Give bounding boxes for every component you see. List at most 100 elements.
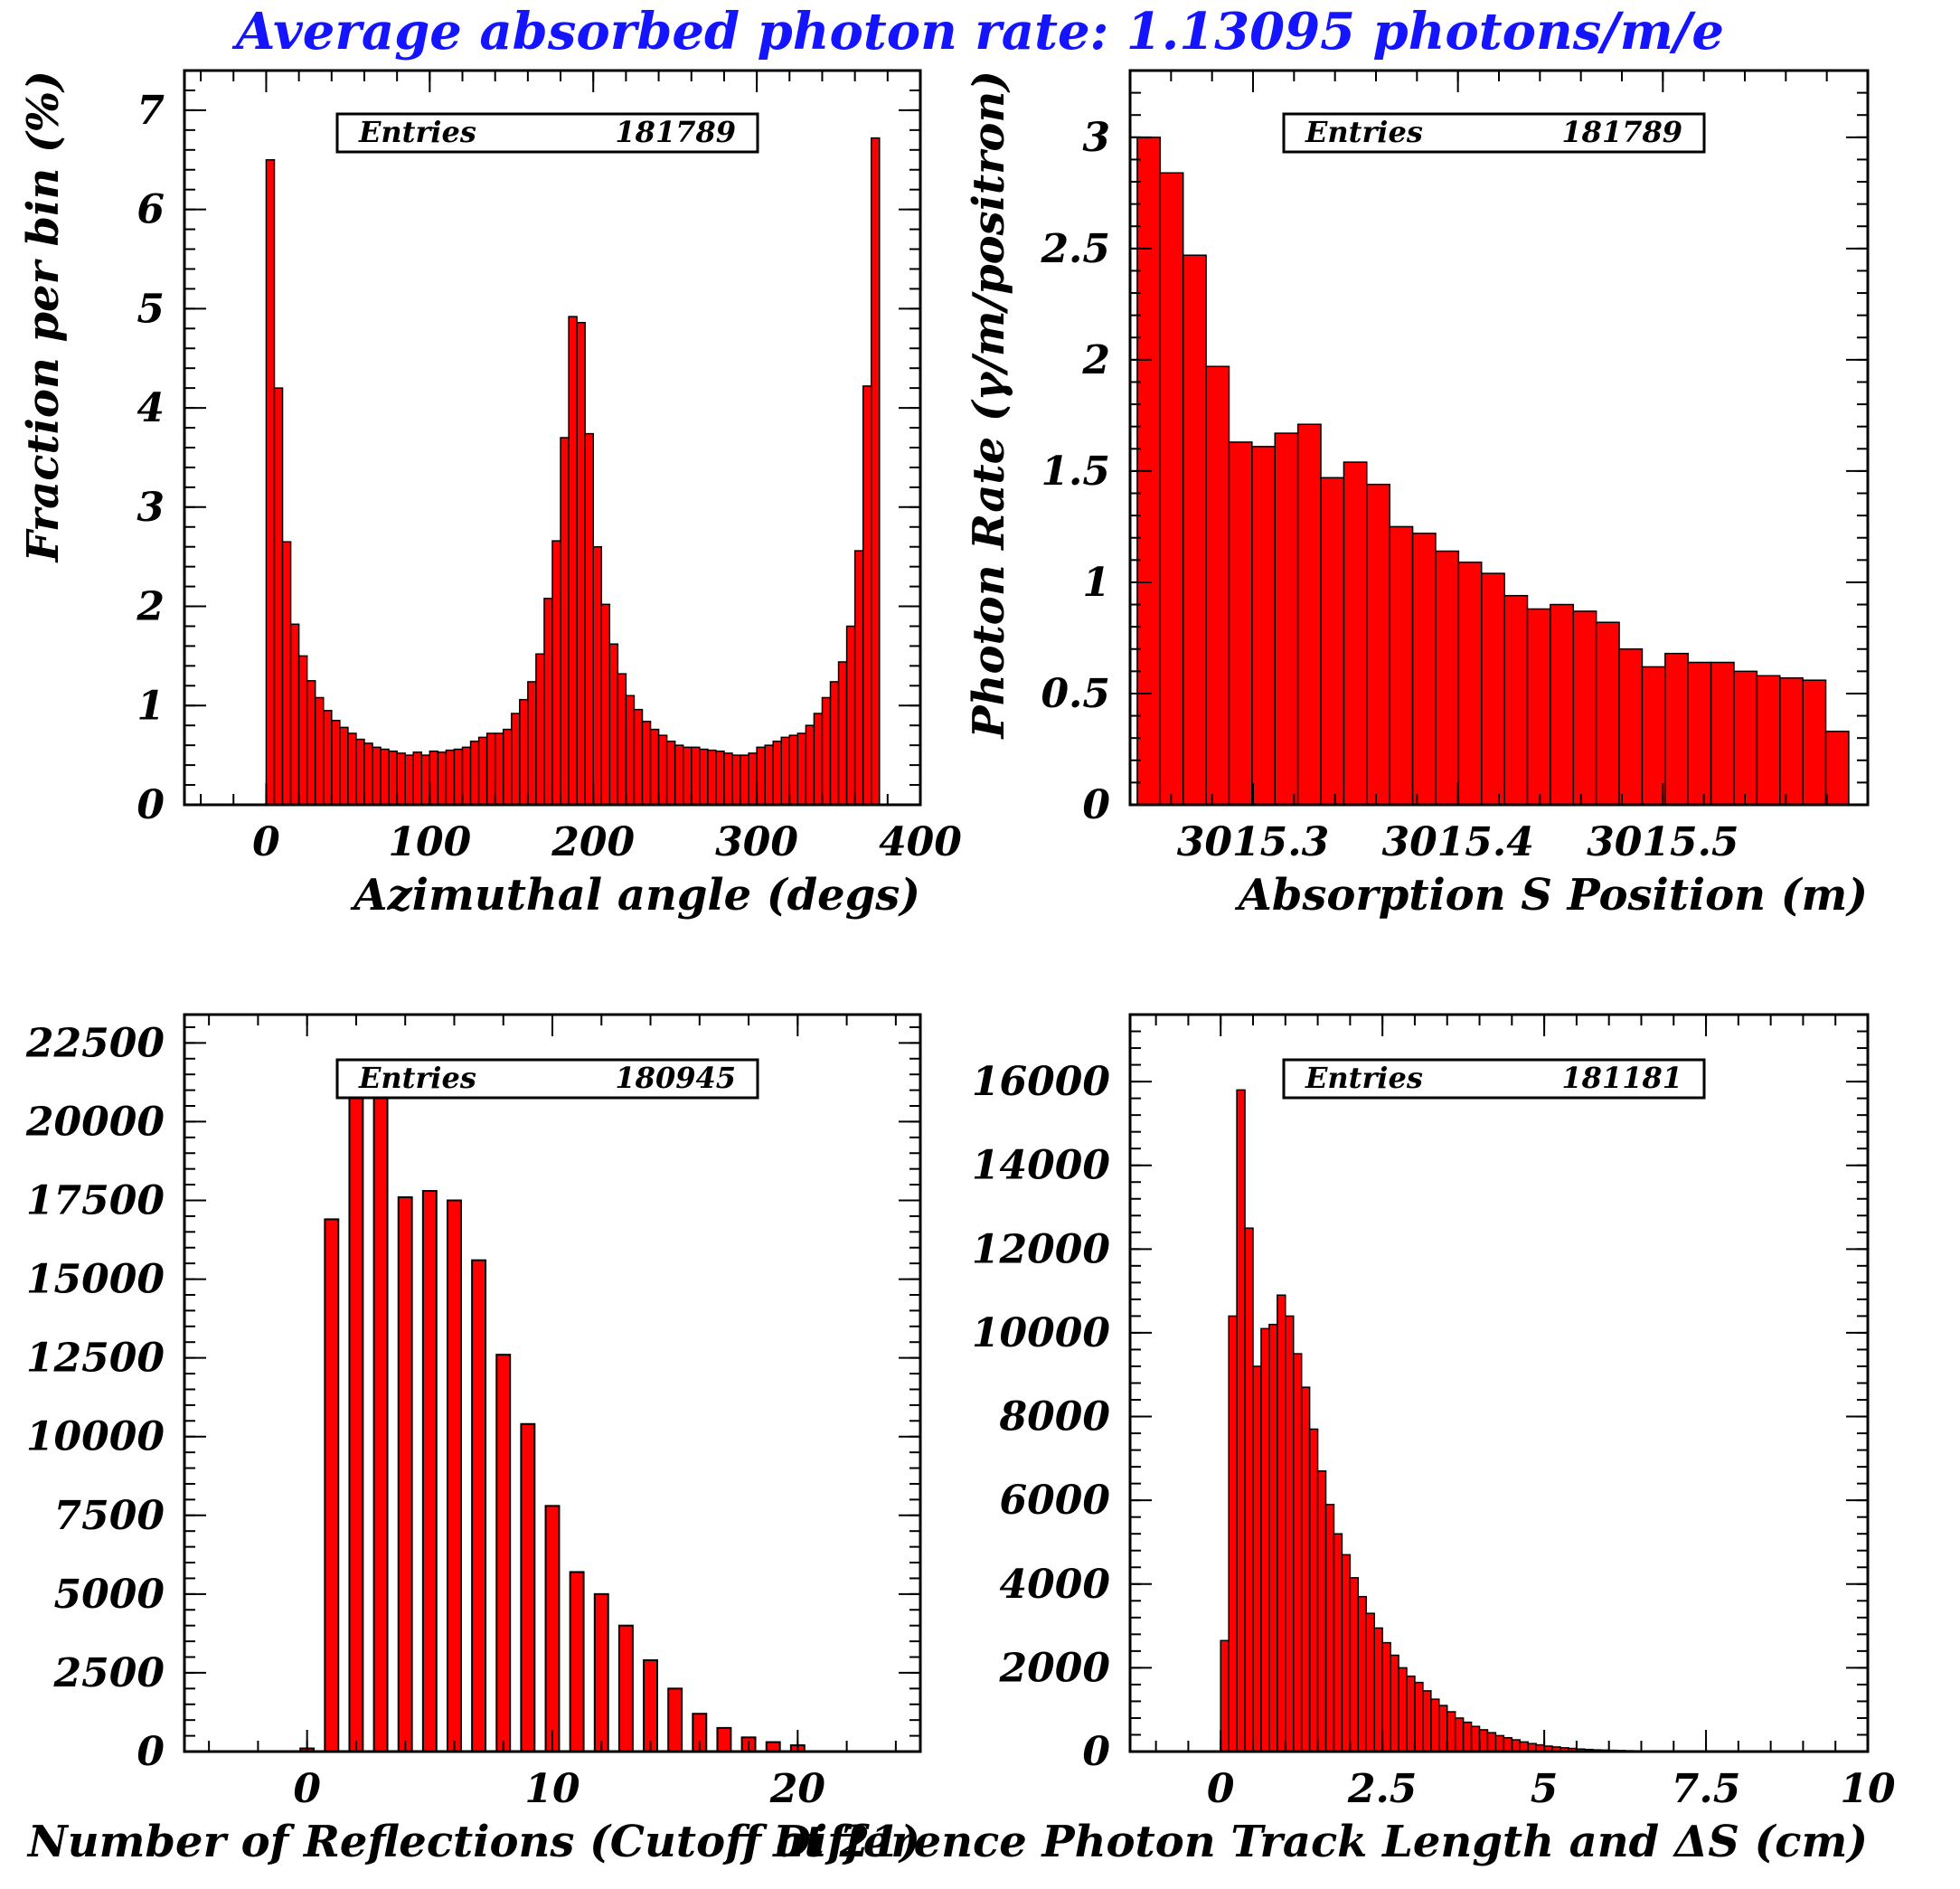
y-tick-label: 0	[1082, 782, 1110, 828]
histogram-bar	[356, 740, 364, 805]
histogram-bar	[399, 1197, 412, 1752]
figure-title: Average absorbed photon rate: 1.13095 ph…	[0, 2, 1960, 61]
histogram-bar	[1399, 1667, 1407, 1752]
histogram-bar	[512, 713, 520, 805]
histogram-bar	[1480, 1730, 1488, 1752]
histogram-bar	[536, 654, 544, 805]
y-tick-label: 2.5	[1040, 226, 1110, 272]
histogram-bar	[1642, 666, 1664, 805]
histogram-bar	[504, 730, 512, 805]
y-tick-label: 12000	[972, 1226, 1110, 1272]
histogram-bar	[463, 747, 471, 805]
stats-entries-label: Entries	[1305, 115, 1423, 149]
histogram-bar	[569, 316, 577, 805]
histogram-bar	[659, 735, 667, 805]
x-tick-label: 10	[524, 1766, 580, 1812]
y-tick-label: 2	[136, 584, 165, 630]
histogram-bar	[438, 752, 446, 805]
x-tick-label: 0	[293, 1766, 321, 1812]
histogram-bar	[642, 722, 650, 805]
histogram-bar	[700, 750, 708, 805]
histogram-bar	[544, 599, 552, 805]
histogram-bar	[595, 1594, 608, 1752]
histogram-bar	[1183, 255, 1206, 805]
histogram-bar	[855, 551, 863, 805]
histogram-bar	[668, 1688, 682, 1752]
histogram-bar	[724, 753, 732, 805]
histogram-bar	[667, 741, 675, 805]
histogram-bar	[446, 751, 454, 805]
stats-entries-value: 180945	[615, 1061, 736, 1095]
stats-entries-value: 181789	[615, 115, 736, 149]
histogram-bar	[839, 662, 847, 805]
histogram-bar	[561, 438, 569, 805]
histogram-bar	[1269, 1325, 1277, 1752]
y-tick-label: 1	[1082, 560, 1110, 606]
histogram-bar	[423, 1191, 437, 1752]
y-tick-label: 6000	[1000, 1478, 1111, 1524]
histogram-bar	[316, 697, 324, 805]
histogram-bars	[266, 138, 879, 805]
histogram-bar	[609, 644, 617, 805]
histogram-bar	[471, 741, 479, 805]
histogram-bar	[1456, 1718, 1464, 1752]
histogram-bar	[479, 737, 487, 805]
histogram-bar	[593, 547, 601, 805]
y-tick-label: 15000	[26, 1257, 165, 1303]
histogram-bar	[1342, 1554, 1350, 1752]
y-tick-label: 12500	[26, 1336, 165, 1382]
histogram-bar	[1431, 1699, 1439, 1752]
histogram-bar	[381, 750, 389, 805]
y-tick-label: 14000	[972, 1143, 1110, 1189]
stats-entries-label: Entries	[358, 1061, 476, 1095]
histogram-bar	[634, 710, 642, 805]
y-tick-label: 7500	[54, 1493, 165, 1539]
histogram-bars	[300, 1087, 805, 1752]
histogram-bar	[1520, 1742, 1528, 1752]
histogram-bar	[324, 711, 332, 805]
histogram-bar	[831, 682, 839, 805]
x-tick-label: 2.5	[1347, 1766, 1418, 1812]
x-tick-label: 20	[769, 1766, 826, 1812]
y-tick-label: 2500	[53, 1650, 165, 1696]
histogram-bar	[749, 753, 757, 805]
histogram-bar	[1206, 366, 1229, 805]
y-tick-label: 22500	[25, 1020, 165, 1066]
histogram-bar	[692, 747, 700, 805]
y-tick-label: 2000	[999, 1645, 1111, 1691]
x-axis-label: Azimuthal angle (degs)	[350, 870, 920, 921]
y-tick-label: 1	[137, 683, 165, 729]
histogram-bar	[732, 755, 740, 805]
histogram-bar	[1826, 732, 1849, 805]
histogram-bar	[1780, 678, 1803, 805]
histogram-bar	[789, 735, 797, 805]
histogram-bar	[454, 750, 462, 805]
y-tick-label: 7	[137, 88, 165, 134]
histogram-bar	[521, 1424, 534, 1752]
histogram-bar	[781, 737, 789, 805]
histogram-bar	[348, 733, 356, 805]
x-tick-label: 3015.4	[1381, 819, 1533, 865]
histogram-bar	[307, 681, 316, 805]
histogram-bar	[1803, 680, 1825, 805]
histogram-bar	[626, 695, 634, 805]
histogram-bar	[1436, 551, 1458, 805]
y-tick-label: 10000	[972, 1310, 1110, 1356]
histogram-bar	[1415, 1683, 1423, 1752]
y-tick-label: 3	[1082, 115, 1110, 161]
histogram-bar	[717, 1728, 730, 1752]
histogram-bar	[1688, 663, 1710, 805]
y-tick-label: 0	[137, 782, 165, 828]
histogram-bar	[1326, 1505, 1334, 1752]
histogram-bar	[1321, 477, 1343, 805]
histogram-bar	[797, 733, 806, 805]
histogram-bar	[495, 733, 504, 805]
x-tick-label: 100	[388, 819, 471, 865]
histogram-bar	[364, 743, 372, 805]
histogram-bar	[1294, 1354, 1302, 1752]
histogram-bar	[822, 697, 830, 805]
histogram-bar	[1253, 1366, 1261, 1752]
histogram-bar	[577, 323, 585, 805]
